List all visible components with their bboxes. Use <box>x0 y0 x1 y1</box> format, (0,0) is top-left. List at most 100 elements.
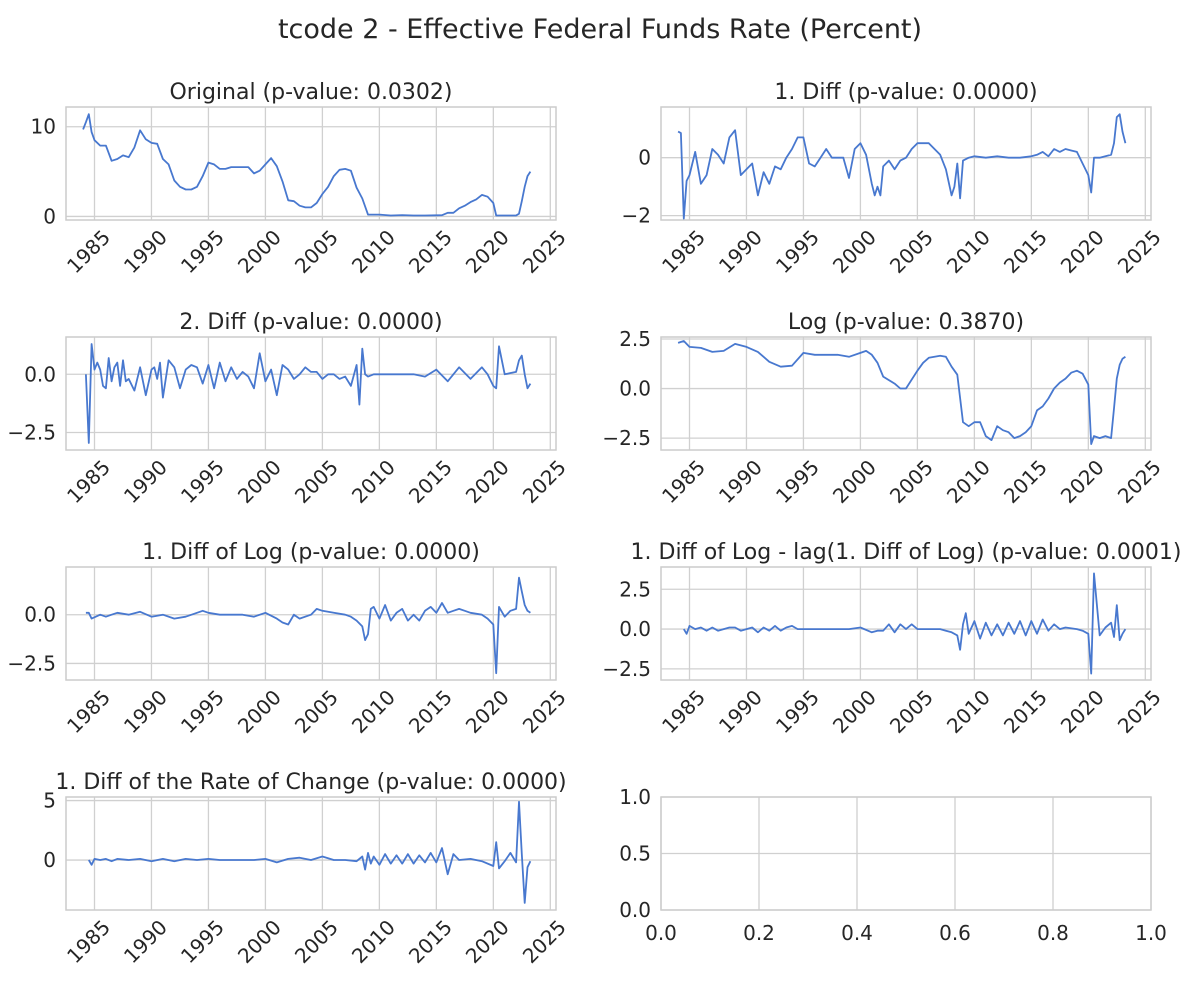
y-tick-label: −2.5 <box>602 657 651 681</box>
y-tick-label: 0.0 <box>619 617 651 641</box>
y-tick-label: 0.0 <box>24 603 56 627</box>
x-tick-label: 2000 <box>233 455 286 508</box>
subplot-title: 1. Diff of the Rate of Change (p-value: … <box>55 770 566 795</box>
x-tick-label: 0.6 <box>939 921 971 945</box>
axes-frame <box>660 796 1152 911</box>
x-tick-label: 2000 <box>233 225 286 278</box>
x-tick-label: 1995 <box>176 455 229 508</box>
x-tick-label: 1995 <box>771 685 824 738</box>
x-tick-label: 2020 <box>1056 225 1109 278</box>
series-line <box>85 576 531 675</box>
x-tick-label: 1985 <box>62 225 115 278</box>
x-tick-label: 1985 <box>657 225 710 278</box>
subplot-title: 2. Diff (p-value: 0.0000) <box>179 310 442 335</box>
x-tick-label: 2010 <box>942 225 995 278</box>
x-tick-label: 2020 <box>1056 685 1109 738</box>
y-tick-label: 10 <box>31 115 56 139</box>
subplot-1: 0 10 1985 1990 1995 2000 2005 2010 2015 2020 2025 O… <box>31 80 571 278</box>
y-tick-label: 1.0 <box>619 785 651 809</box>
x-tick-label: 2020 <box>461 685 514 738</box>
x-tick-label: 1990 <box>119 225 172 278</box>
x-tick-label: 2000 <box>828 455 881 508</box>
x-tick-label: 0.0 <box>645 921 677 945</box>
subplot-title: Log (p-value: 0.3870) <box>788 310 1024 335</box>
x-tick-label: 2005 <box>290 455 343 508</box>
x-tick-label: 2020 <box>461 915 514 968</box>
x-tick-label: 1995 <box>176 685 229 738</box>
x-tick-label: 0.2 <box>743 921 775 945</box>
x-tick-label: 1985 <box>657 455 710 508</box>
x-tick-label: 1985 <box>62 915 115 968</box>
subplot-8: 0.0 0.5 1.0 0.0 0.2 0.4 0.6 0.8 1.0 <box>619 785 1167 945</box>
x-tick-label: 1990 <box>119 915 172 968</box>
x-tick-label: 0.4 <box>841 921 873 945</box>
x-tick-label: 2010 <box>347 455 400 508</box>
x-tick-label: 1985 <box>62 455 115 508</box>
y-tick-label: −2.5 <box>602 426 651 450</box>
x-tick-label: 2025 <box>1113 685 1166 738</box>
axes-frame <box>660 566 1152 681</box>
x-tick-label: 2020 <box>461 455 514 508</box>
y-tick-label: 5 <box>43 789 56 813</box>
axes-frame <box>65 106 557 221</box>
x-tick-label: 2005 <box>290 225 343 278</box>
x-tick-label: 2015 <box>404 915 457 968</box>
x-tick-label: 2000 <box>233 915 286 968</box>
x-tick-label: 1995 <box>176 915 229 968</box>
series-line <box>677 340 1126 446</box>
x-tick-label: 2025 <box>1113 455 1166 508</box>
axes-frame <box>660 336 1152 451</box>
series-line <box>82 113 532 217</box>
axes-frame <box>65 336 557 451</box>
x-tick-label: 1985 <box>657 685 710 738</box>
y-tick-label: −2.5 <box>7 651 56 675</box>
y-tick-label: −2 <box>622 204 651 228</box>
x-tick-label: 2010 <box>942 455 995 508</box>
x-tick-label: 2010 <box>942 685 995 738</box>
x-tick-label: 2025 <box>518 225 571 278</box>
x-tick-label: 0.8 <box>1037 921 1069 945</box>
x-tick-label: 1990 <box>714 685 767 738</box>
subplot-title: 1. Diff of Log (p-value: 0.0000) <box>142 540 480 565</box>
x-tick-label: 1.0 <box>1135 921 1167 945</box>
x-tick-label: 1990 <box>714 225 767 278</box>
x-tick-label: 1995 <box>176 225 229 278</box>
y-tick-label: 0 <box>638 146 651 170</box>
subplot-7: 0 5 1985 1990 1995 2000 2005 2010 2015 2020 2025 1.… <box>43 770 571 968</box>
subplot-title: 1. Diff of Log - lag(1. Diff of Log) (p-… <box>631 540 1182 565</box>
x-tick-label: 2010 <box>347 225 400 278</box>
y-tick-label: 2.5 <box>619 327 651 351</box>
series-line <box>88 800 532 904</box>
x-tick-label: 2025 <box>518 915 571 968</box>
x-tick-label: 2015 <box>404 455 457 508</box>
axes-frame <box>660 106 1152 221</box>
y-tick-label: 0.0 <box>24 362 56 386</box>
x-tick-label: 1995 <box>771 455 824 508</box>
x-tick-label: 1985 <box>62 685 115 738</box>
y-tick-label: 0 <box>43 204 56 228</box>
x-tick-label: 2020 <box>461 225 514 278</box>
x-tick-label: 2025 <box>518 685 571 738</box>
subplot-title: Original (p-value: 0.0302) <box>169 80 452 105</box>
x-tick-label: 2015 <box>999 225 1052 278</box>
x-tick-label: 2015 <box>999 455 1052 508</box>
x-tick-label: 2005 <box>290 685 343 738</box>
x-tick-label: 2025 <box>518 455 571 508</box>
axes-frame <box>65 796 557 911</box>
x-tick-label: 2010 <box>347 915 400 968</box>
x-tick-label: 2005 <box>885 455 938 508</box>
y-tick-label: 0.5 <box>619 842 651 866</box>
x-tick-label: 1990 <box>714 455 767 508</box>
x-tick-label: 2015 <box>999 685 1052 738</box>
x-tick-label: 2005 <box>885 225 938 278</box>
y-tick-label: 0.0 <box>619 898 651 922</box>
x-tick-label: 2000 <box>828 225 881 278</box>
series-line <box>683 572 1127 675</box>
y-tick-label: −2.5 <box>7 421 56 445</box>
x-tick-label: 1995 <box>771 225 824 278</box>
subplot-title: 1. Diff (p-value: 0.0000) <box>774 80 1037 105</box>
subplot-5: −2.5 0.0 1985 1990 1995 2000 2005 2010 2015 2020 2… <box>7 540 570 738</box>
